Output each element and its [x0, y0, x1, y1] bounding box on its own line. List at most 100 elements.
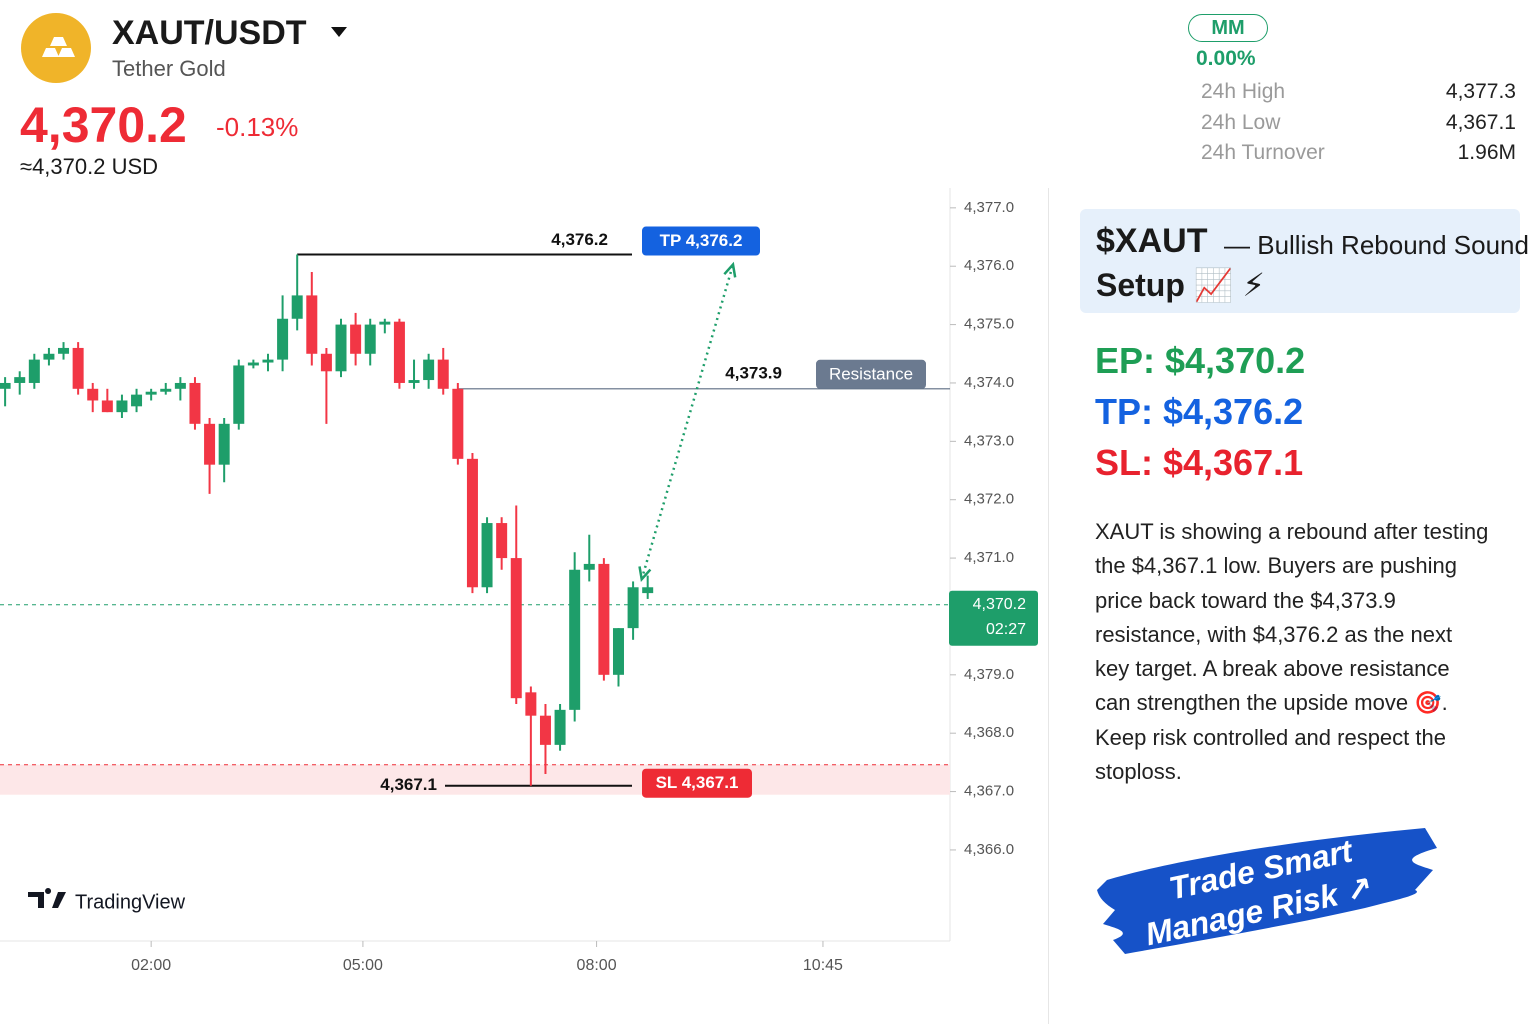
price-change: -0.13% — [216, 112, 299, 142]
y-tick-label: 4,376.0 — [964, 257, 1014, 274]
level-tag-text: SL 4,367.1 — [656, 773, 739, 792]
take-profit: TP: $4,376.2 — [1095, 391, 1304, 432]
candle-body — [393, 321, 405, 383]
mm-change: 0.00% — [1196, 47, 1256, 70]
level-label: 4,373.9 — [725, 363, 782, 382]
projection-arrow — [640, 264, 735, 580]
stat-label: 24h Turnover — [1201, 141, 1325, 164]
x-tick-label: 10:45 — [803, 957, 843, 974]
candle-body — [189, 382, 201, 424]
setup-title: $XAUT — [1096, 222, 1208, 260]
y-tick-label: 4,366.0 — [964, 841, 1014, 858]
level-label: 4,367.1 — [380, 775, 437, 794]
candle-body — [466, 458, 478, 588]
candle-body — [58, 347, 70, 354]
candle-body — [379, 321, 391, 325]
candle-body — [101, 400, 113, 413]
level-tag — [642, 768, 752, 798]
candle-body — [233, 365, 245, 424]
x-tick-label: 08:00 — [577, 957, 617, 974]
y-tick-label: 4,368.0 — [964, 724, 1014, 741]
candle-body — [437, 359, 449, 389]
candle-body — [43, 353, 55, 360]
level-tag-text: Resistance — [829, 364, 913, 383]
divider — [1048, 188, 1049, 1024]
candle-body — [569, 569, 581, 710]
candle-body — [277, 318, 289, 360]
candle-body — [131, 394, 143, 407]
candle-body — [408, 380, 420, 383]
candle-body — [452, 388, 464, 459]
dropdown-arrow[interactable] — [330, 26, 348, 38]
usd-price: ≈4,370.2 USD — [20, 154, 159, 179]
watermark: TradingView — [75, 891, 186, 913]
coin-logo — [21, 13, 91, 83]
setup-header — [1080, 209, 1520, 313]
y-tick-label: 4,375.0 — [964, 316, 1014, 333]
candle-body — [306, 295, 318, 354]
arrow-head — [638, 566, 652, 583]
candle-body — [612, 628, 624, 675]
price-tag-countdown: 02:27 — [986, 621, 1026, 638]
sl-zone — [0, 764, 950, 795]
y-tick-label: 4,367.0 — [964, 783, 1014, 800]
level-tag — [642, 226, 760, 256]
mm-badge[interactable]: MM — [1188, 14, 1268, 42]
y-tick-label: 4,374.0 — [964, 374, 1014, 391]
candle-body — [496, 523, 508, 559]
candle-body — [0, 382, 11, 389]
candle-body — [72, 347, 84, 389]
setup-description: XAUT is showing a rebound after testing … — [1095, 519, 1489, 785]
setup-subtitle: — Bullish Rebound Sound — [1224, 230, 1529, 260]
candle-body — [247, 362, 259, 366]
arrow-head — [723, 261, 737, 278]
stat-value: 1.96M — [1457, 141, 1516, 164]
candle-body — [28, 359, 40, 383]
candle-body — [598, 563, 610, 675]
y-tick-label: 4,373.0 — [964, 432, 1014, 449]
tv-logo — [28, 888, 66, 908]
candle-body — [510, 558, 522, 699]
y-tick-label: 4,377.0 — [964, 199, 1014, 216]
pair-title: XAUT/USDT — [112, 14, 307, 52]
candle-body — [145, 391, 157, 395]
candle-body — [423, 359, 435, 381]
candle-body — [539, 715, 551, 745]
candle-body — [335, 324, 347, 372]
stat-value: 4,367.1 — [1445, 111, 1516, 134]
candle-body — [87, 388, 99, 401]
candle-body — [218, 423, 230, 465]
candle-body — [14, 377, 26, 383]
candle-body — [481, 523, 493, 588]
candle-body — [204, 423, 216, 465]
candle-body — [174, 382, 186, 389]
level-tag — [816, 359, 926, 389]
candle-body — [291, 295, 303, 319]
candle-body — [583, 563, 595, 570]
asset-name: Tether Gold — [112, 56, 226, 81]
stat-label: 24h Low — [1201, 111, 1281, 134]
y-tick-label: 4,379.0 — [964, 666, 1014, 683]
candle-body — [627, 587, 639, 629]
candle-body — [364, 324, 376, 354]
price-tag-value: 4,370.2 — [973, 596, 1026, 613]
y-tick-label: 4,371.0 — [964, 549, 1014, 566]
last-price: 4,370.2 — [20, 97, 187, 153]
candle-body — [160, 388, 172, 392]
stat-value: 4,377.3 — [1445, 80, 1516, 103]
price-chart: TradingView 4,377.0 4,376.0 4,375.0 4,374.0… — [0, 188, 1038, 974]
y-tick-label: 4,372.0 — [964, 491, 1014, 508]
candle-body — [262, 359, 274, 363]
brush-banner: Trade Smart Manage Risk ↗ — [1097, 828, 1437, 954]
setup-title-line: Setup 📈 ⚡ — [1096, 267, 1265, 303]
candle-body — [116, 400, 128, 413]
candle-body — [350, 324, 362, 354]
x-tick-label: 02:00 — [131, 957, 171, 974]
entry-price: EP: $4,370.2 — [1095, 340, 1306, 381]
candle-body — [554, 709, 566, 745]
price-tag — [949, 590, 1038, 646]
level-label: 4,376.2 — [551, 230, 608, 249]
candle-body — [320, 353, 332, 372]
candle-body — [525, 692, 537, 716]
